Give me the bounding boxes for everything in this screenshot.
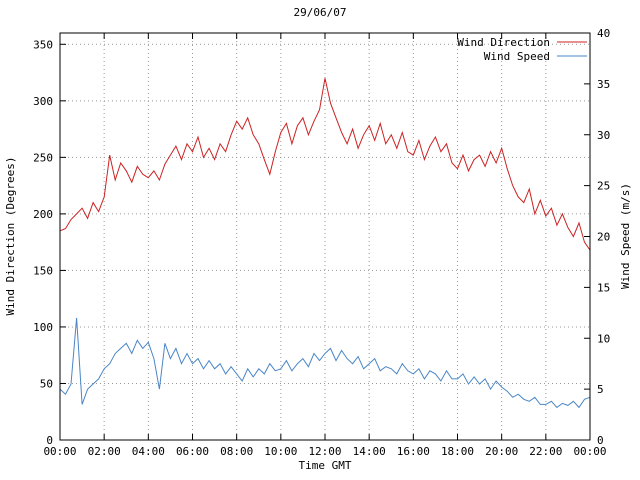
- y2-tick-label: 35: [597, 78, 610, 91]
- y-axis-label: Wind Direction (Degrees): [4, 157, 17, 316]
- x-tick-label: 14:00: [353, 445, 386, 458]
- x-tick-label: 12:00: [308, 445, 341, 458]
- y2-tick-label: 30: [597, 129, 610, 142]
- x-tick-label: 02:00: [88, 445, 121, 458]
- x-tick-label: 08:00: [220, 445, 253, 458]
- legend-label: Wind Direction: [457, 36, 550, 49]
- y2-tick-label: 25: [597, 180, 610, 193]
- y-tick-label: 350: [33, 38, 53, 51]
- x-tick-label: 00:00: [43, 445, 76, 458]
- x-tick-label: 18:00: [441, 445, 474, 458]
- x-axis-label: Time GMT: [299, 459, 352, 472]
- x-tick-label: 16:00: [397, 445, 430, 458]
- y-tick-label: 300: [33, 95, 53, 108]
- wind-speed-series: [59, 317, 591, 409]
- y-tick-label: 150: [33, 264, 53, 277]
- plot-body: 00:00 02:00 04:00 06:00 08:00 10:00 12:00 14:00…: [33, 27, 610, 458]
- y-tick-label: 0: [46, 434, 53, 447]
- y2-tick-label: 10: [597, 332, 610, 345]
- x-tick-label: 22:00: [529, 445, 562, 458]
- y2-tick-label: 20: [597, 231, 610, 244]
- y-tick-label: 250: [33, 151, 53, 164]
- legend-label: Wind Speed: [484, 50, 550, 63]
- y-tick-label: 50: [40, 377, 53, 390]
- y-tick-label: 100: [33, 321, 53, 334]
- x-tick-label: 20:00: [485, 445, 518, 458]
- y2-tick-label: 40: [597, 27, 610, 40]
- y-tick-label: 200: [33, 208, 53, 221]
- y2-axis-label: Wind Speed (m/s): [619, 183, 632, 289]
- wind-direction-series: [59, 78, 591, 251]
- x-tick-label: 04:00: [132, 445, 165, 458]
- x-tick-label: 00:00: [573, 445, 606, 458]
- plot-border: [59, 32, 591, 441]
- y2-tick-label: 5: [597, 383, 604, 396]
- y2-tick-label: 0: [597, 434, 604, 447]
- x-tick-label: 10:00: [264, 445, 297, 458]
- x-tick-label: 06:00: [176, 445, 209, 458]
- chart-title: 29/06/07: [294, 6, 347, 19]
- y2-tick-label: 15: [597, 281, 610, 294]
